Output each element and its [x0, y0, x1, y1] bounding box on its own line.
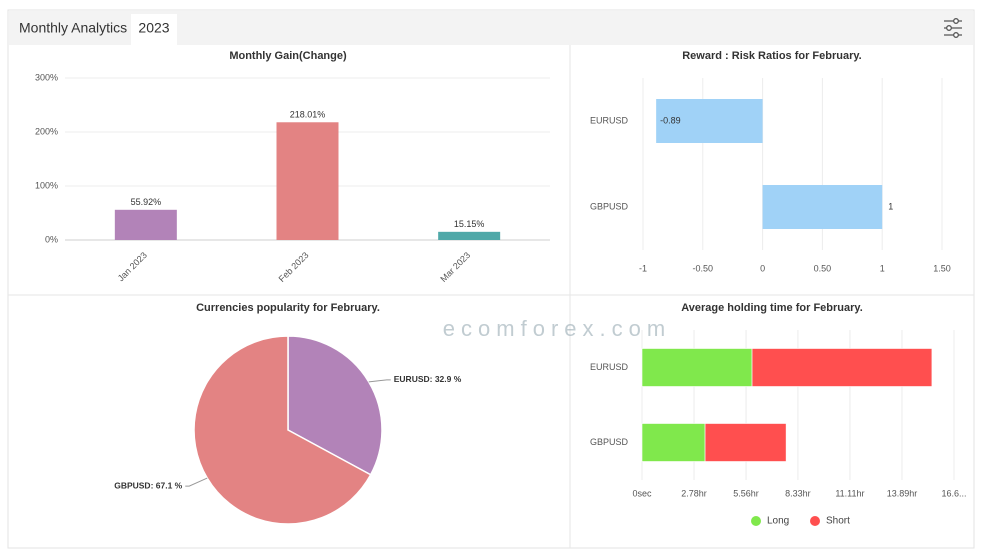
header-title: Monthly Analytics [19, 20, 127, 36]
panel [7, 9, 975, 549]
value-label: 218.01% [290, 110, 326, 120]
bar [762, 185, 883, 229]
y-tick-label: 100% [35, 180, 58, 190]
bar-segment [704, 423, 787, 462]
value-label: -0.89 [660, 115, 681, 125]
legend-label[interactable]: Long [767, 516, 789, 527]
label-connector [368, 379, 391, 383]
x-tick-label: -1 [639, 263, 647, 273]
bar-segment [641, 423, 706, 462]
x-tick-label: 1 [880, 263, 885, 273]
y-tick-label: 200% [35, 126, 58, 136]
legend-marker [810, 516, 820, 526]
settings-icon[interactable] [944, 18, 962, 38]
y-tick-label: GBPUSD [590, 437, 629, 447]
bar [656, 99, 763, 143]
label-connector [185, 477, 208, 487]
year-tab-label[interactable]: 2023 [138, 20, 169, 36]
y-tick-label: EURUSD [590, 115, 629, 125]
y-tick-label: 300% [35, 72, 58, 82]
x-tick-label: 0 [760, 263, 765, 273]
x-tick-label: 13.89hr [887, 488, 918, 498]
chart-title: Average holding time for February. [681, 302, 863, 314]
data-label: GBPUSD: 67.1 % [114, 480, 182, 490]
value-label: 15.15% [454, 219, 485, 229]
chart-title: Currencies popularity for February. [196, 302, 380, 314]
x-tick-label: -0.50 [693, 263, 714, 273]
x-tick-label: 0sec [632, 488, 652, 498]
bar [276, 122, 339, 240]
pie-slice [287, 335, 383, 476]
x-tick-label: 2.78hr [681, 488, 707, 498]
bar [438, 231, 501, 240]
bar [114, 209, 177, 240]
x-tick-label: 16.6... [941, 488, 966, 498]
y-tick-label: EURUSD [590, 362, 629, 372]
y-tick-label: GBPUSD [590, 201, 629, 211]
legend-label[interactable]: Short [826, 516, 850, 527]
chart-title: Reward : Risk Ratios for February. [682, 50, 862, 62]
year-tab[interactable] [131, 14, 177, 45]
value-label: 55.92% [131, 197, 162, 207]
value-label: 1 [888, 201, 893, 211]
watermark: ecomforex.com [443, 316, 671, 341]
bar-segment [751, 348, 933, 387]
legend-marker [751, 516, 761, 526]
bar-segment [641, 348, 753, 387]
x-tick-label: 0.50 [814, 263, 832, 273]
chart-title: Monthly Gain(Change) [229, 50, 347, 62]
x-tick-label: 5.56hr [733, 488, 759, 498]
y-tick-label: 0% [45, 234, 58, 244]
pie-slice [193, 335, 372, 525]
x-tick-label: 11.11hr [835, 488, 864, 498]
x-tick-label: 8.33hr [785, 488, 811, 498]
data-label: EURUSD: 32.9 % [394, 374, 462, 384]
x-tick-label: 1.50 [933, 263, 951, 273]
